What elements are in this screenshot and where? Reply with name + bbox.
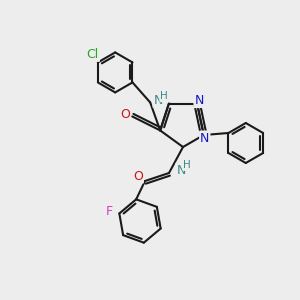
Text: O: O	[120, 108, 130, 121]
Text: H: H	[160, 92, 168, 101]
Text: N: N	[200, 131, 209, 145]
Text: N: N	[154, 94, 163, 107]
Text: N: N	[194, 94, 204, 107]
Text: Cl: Cl	[87, 48, 99, 61]
Text: O: O	[133, 169, 143, 182]
Text: F: F	[106, 205, 113, 218]
Text: N: N	[176, 164, 186, 176]
Text: H: H	[183, 160, 191, 170]
